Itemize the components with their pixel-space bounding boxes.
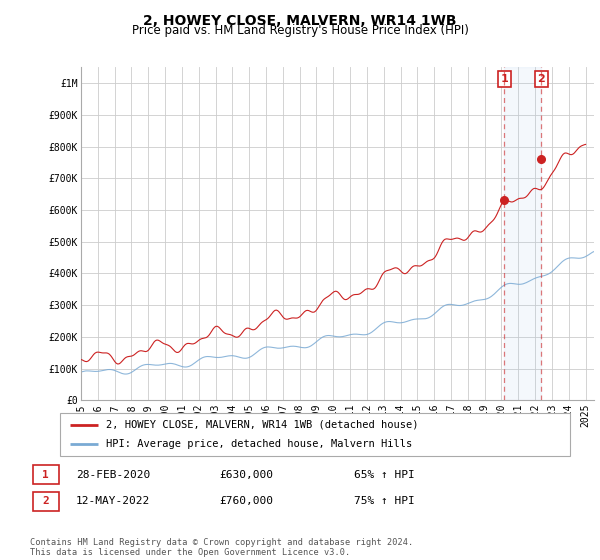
- Text: 1: 1: [500, 74, 508, 84]
- Text: 2: 2: [42, 496, 49, 506]
- Bar: [33, 465, 59, 484]
- Text: 65% ↑ HPI: 65% ↑ HPI: [354, 470, 415, 479]
- Text: 2, HOWEY CLOSE, MALVERN, WR14 1WB: 2, HOWEY CLOSE, MALVERN, WR14 1WB: [143, 14, 457, 28]
- Text: Price paid vs. HM Land Registry's House Price Index (HPI): Price paid vs. HM Land Registry's House …: [131, 24, 469, 36]
- Text: 2: 2: [538, 74, 545, 84]
- Bar: [505, 67, 541, 400]
- Text: £630,000: £630,000: [219, 470, 273, 479]
- Text: 75% ↑ HPI: 75% ↑ HPI: [354, 496, 415, 506]
- Text: Contains HM Land Registry data © Crown copyright and database right 2024.
This d: Contains HM Land Registry data © Crown c…: [30, 538, 413, 557]
- Text: 1: 1: [42, 470, 49, 479]
- Text: 12-MAY-2022: 12-MAY-2022: [76, 496, 150, 506]
- Text: 28-FEB-2020: 28-FEB-2020: [76, 470, 150, 479]
- Text: 2, HOWEY CLOSE, MALVERN, WR14 1WB (detached house): 2, HOWEY CLOSE, MALVERN, WR14 1WB (detac…: [106, 420, 418, 430]
- Bar: [33, 492, 59, 511]
- Text: £760,000: £760,000: [219, 496, 273, 506]
- Text: HPI: Average price, detached house, Malvern Hills: HPI: Average price, detached house, Malv…: [106, 439, 412, 449]
